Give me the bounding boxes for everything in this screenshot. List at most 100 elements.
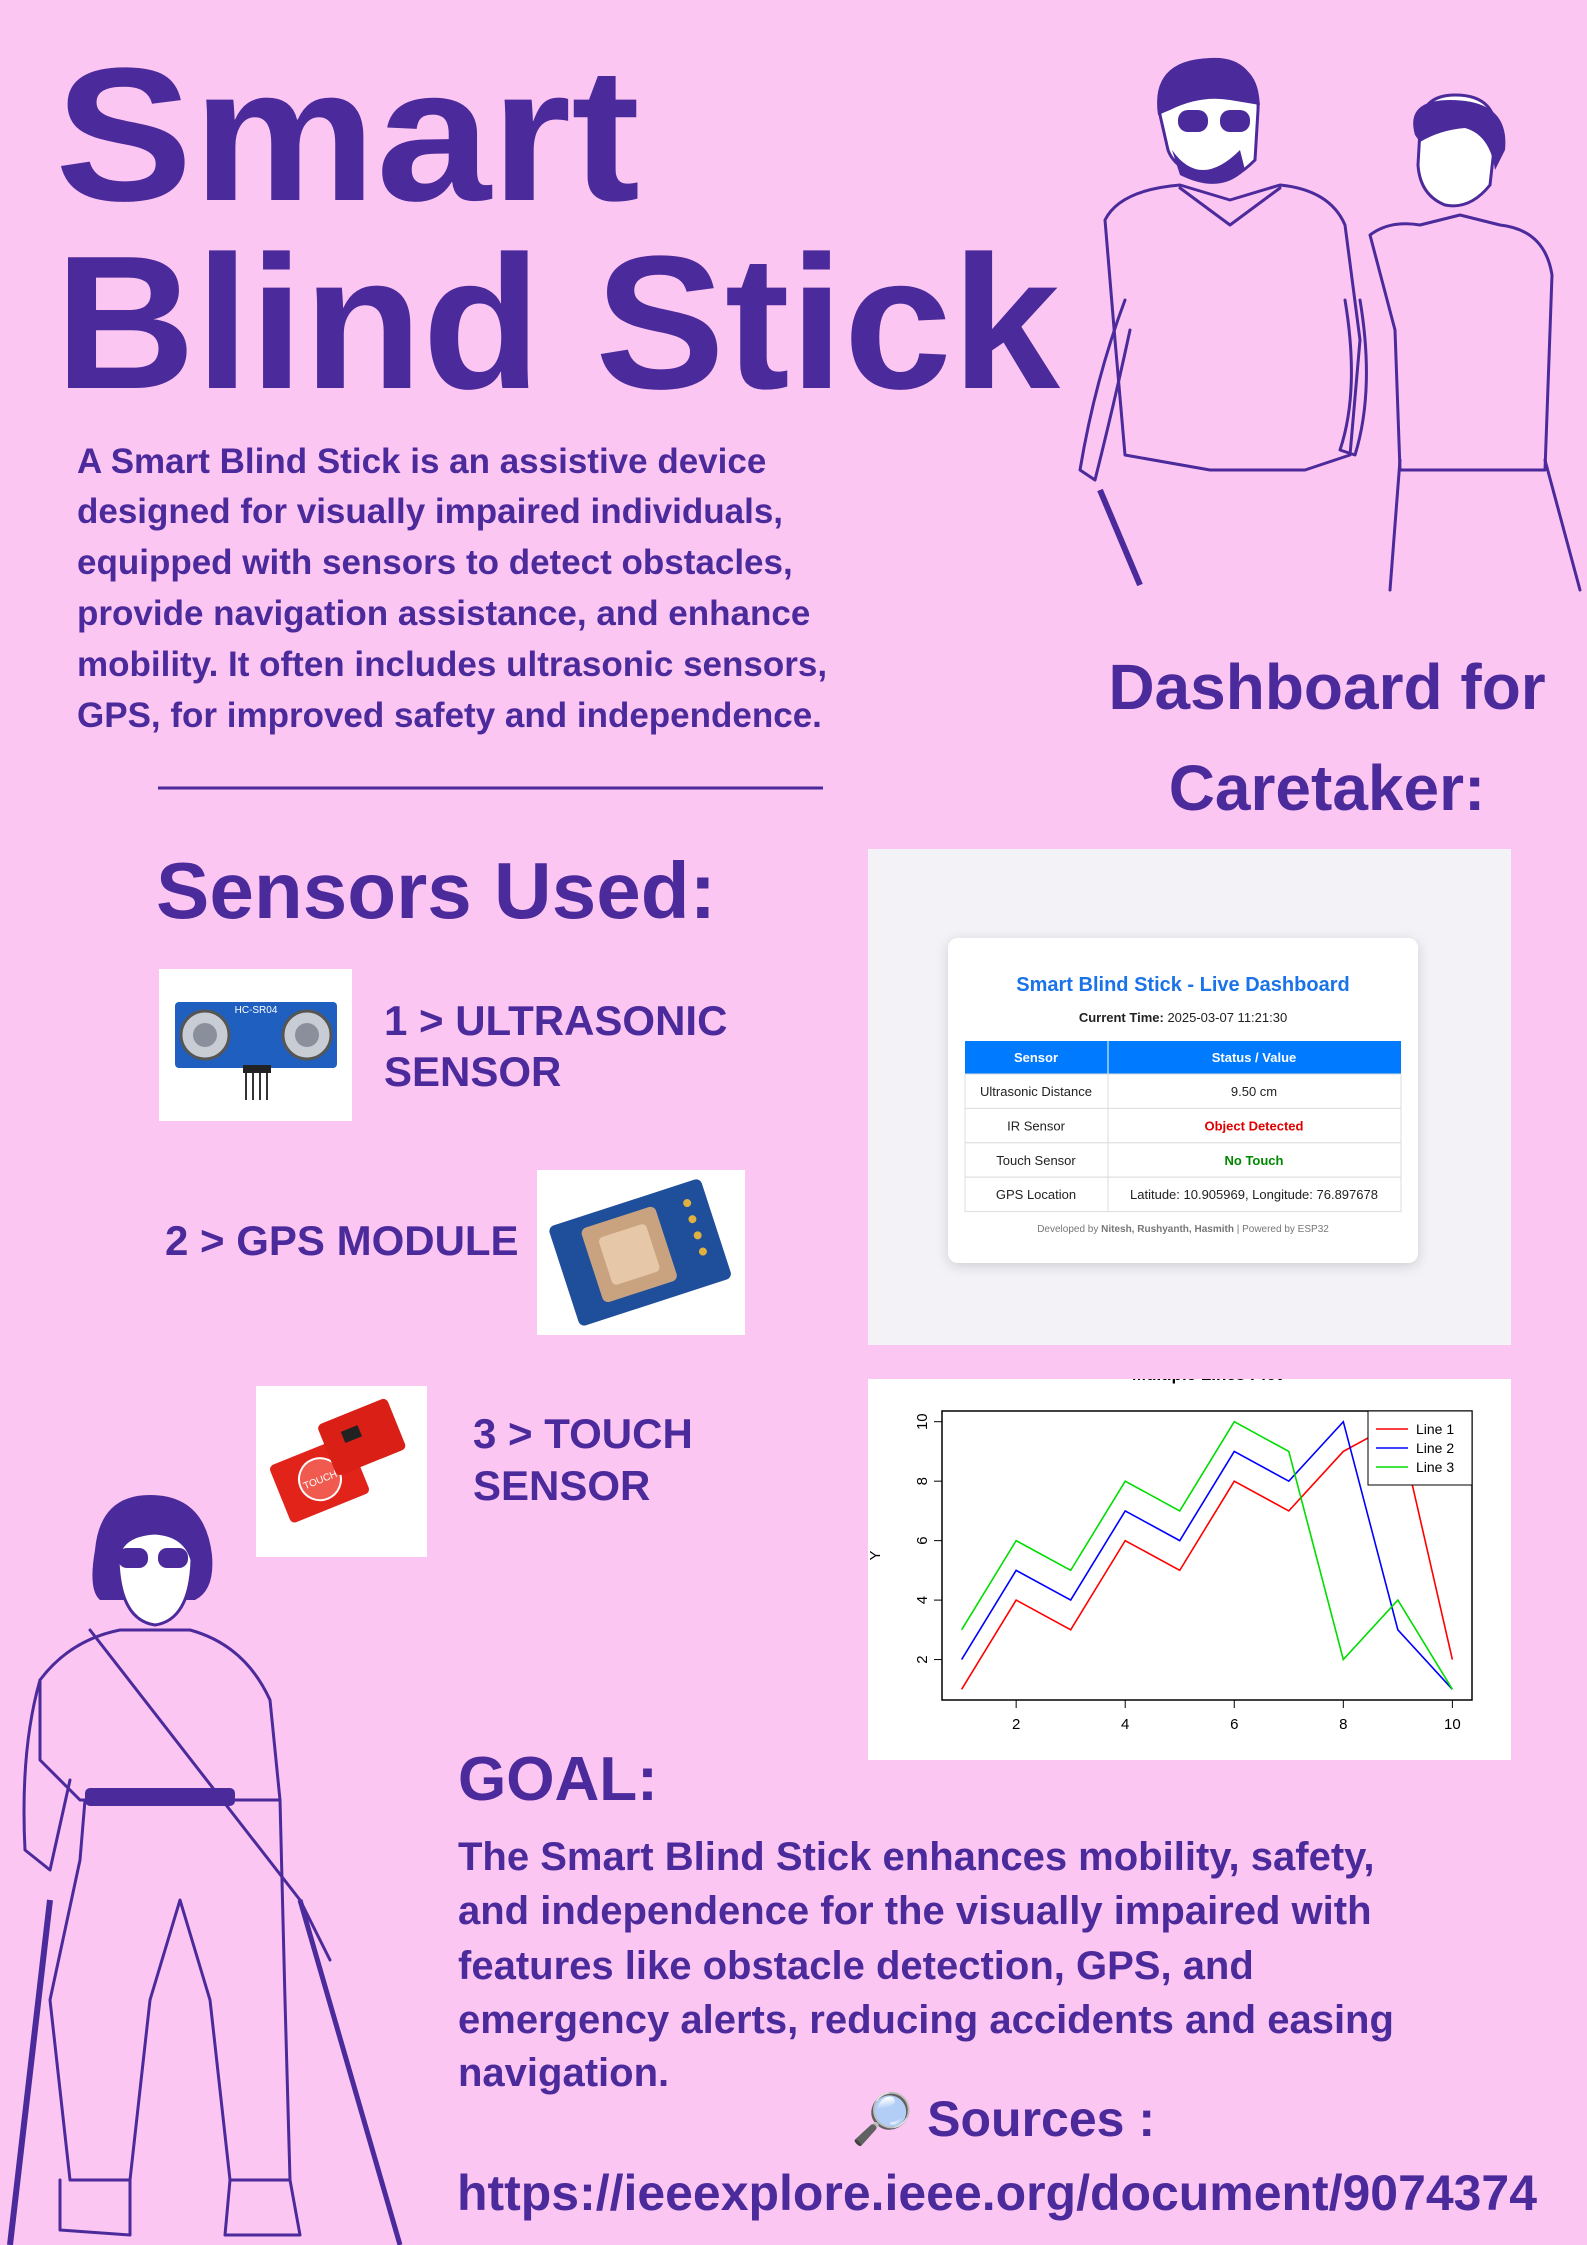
men-illustration bbox=[1078, 57, 1582, 592]
men-illustration-part bbox=[1078, 298, 1132, 482]
men-illustration-part bbox=[1178, 186, 1282, 227]
woman-illustration-part bbox=[118, 1548, 148, 1568]
goal-line: navigation. bbox=[458, 2051, 669, 2095]
table-row bbox=[964, 1073, 1402, 1109]
gps-image-part-part bbox=[698, 1247, 707, 1256]
sensors-heading: Sensors Used: bbox=[156, 846, 716, 935]
gps-image-part-part bbox=[693, 1231, 702, 1240]
table-cell: GPS Location bbox=[996, 1187, 1076, 1202]
footer-text: Developed by bbox=[1037, 1224, 1101, 1235]
touch-image-part: TOUCH bbox=[270, 1398, 406, 1523]
men-illustration-part bbox=[1097, 488, 1143, 587]
time-label: Current Time: bbox=[1079, 1010, 1164, 1025]
y-axis-label: Y bbox=[867, 1550, 884, 1560]
men-illustration-part bbox=[1172, 150, 1245, 184]
men-illustration-part bbox=[1413, 100, 1506, 170]
dashboard-heading: Caretaker: bbox=[1169, 752, 1486, 824]
sensor-label: 2 > GPS MODULE bbox=[165, 1217, 519, 1264]
table-cell: IR Sensor bbox=[1007, 1118, 1065, 1133]
line-plot: Multiple Lines Plot 2 4 6 8 10 2 4 6 8 10 X Y Line 1 L… bbox=[867, 1365, 1511, 1760]
chart-title: Multiple Lines Plot bbox=[1132, 1365, 1283, 1384]
y-tick-label: 10 bbox=[914, 1413, 931, 1430]
sensor-label: 1 > ULTRASONIC bbox=[384, 997, 727, 1044]
title-line: Blind Stick bbox=[55, 217, 1060, 429]
y-tick-label: 6 bbox=[914, 1536, 931, 1544]
goal-line: features like obstacle detection, GPS, a… bbox=[458, 1944, 1254, 1988]
description-line: designed for visually impaired individua… bbox=[77, 492, 783, 531]
goal-line: and independence for the visually impair… bbox=[458, 1889, 1372, 1933]
woman-illustration-part bbox=[108, 1505, 203, 1540]
legend-entry: Line 2 bbox=[1416, 1440, 1454, 1456]
table-cell: No Touch bbox=[1225, 1153, 1284, 1168]
title-line: Smart bbox=[55, 29, 640, 241]
x-tick-label: 10 bbox=[1444, 1716, 1461, 1733]
legend-entry: Line 3 bbox=[1416, 1459, 1454, 1475]
description-line: mobility. It often includes ultrasonic s… bbox=[77, 645, 827, 684]
description: A Smart Blind Stick is an assistive devi… bbox=[77, 442, 827, 735]
woman-illustration-part bbox=[48, 1798, 292, 2182]
y-tick-label: 4 bbox=[914, 1596, 931, 1604]
woman-illustration-part bbox=[158, 1548, 188, 1568]
table-cell: 9.50 cm bbox=[1231, 1084, 1277, 1099]
footer-names: Nitesh, Rushyanth, Hasmith bbox=[1101, 1224, 1234, 1235]
woman-illustration-part bbox=[58, 2178, 302, 2237]
legend-entry: Line 1 bbox=[1416, 1421, 1454, 1437]
ultrasonic-image: HC-SR04 bbox=[159, 969, 352, 1121]
plot-frame bbox=[941, 1410, 1473, 1701]
x-tick-label: 6 bbox=[1230, 1716, 1238, 1733]
ultrasonic-image-part bbox=[295, 1023, 319, 1047]
x-tick-label: 4 bbox=[1121, 1716, 1129, 1733]
gps-image-part bbox=[549, 1179, 731, 1326]
gps-image-part-part bbox=[688, 1215, 697, 1224]
touch-image-part-part bbox=[340, 1425, 362, 1444]
description-line: provide navigation assistance, and enhan… bbox=[77, 594, 810, 633]
woman-illustration bbox=[7, 1495, 403, 2245]
y-tick-label: 2 bbox=[914, 1655, 931, 1663]
men-illustration-part bbox=[1388, 458, 1582, 592]
woman-illustration-part bbox=[85, 1788, 235, 1806]
description-line: A Smart Blind Stick is an assistive devi… bbox=[77, 442, 766, 481]
current-time: Current Time: 2025-03-07 11:21:30 bbox=[1079, 1010, 1287, 1025]
table-header bbox=[965, 1041, 1401, 1074]
touch-image: TOUCH bbox=[256, 1386, 427, 1557]
table-cell: Latitude: 10.905969, Longitude: 76.89767… bbox=[1130, 1187, 1378, 1202]
goal-line: emergency alerts, reducing accidents and… bbox=[458, 1998, 1394, 2042]
y-tick-label: 8 bbox=[914, 1477, 931, 1485]
men-illustration-part bbox=[1338, 298, 1368, 457]
source-link[interactable]: https://ieeexplore.ieee.org/document/907… bbox=[457, 2165, 1537, 2221]
table-row bbox=[964, 1176, 1402, 1213]
dashboard-screenshot: Smart Blind Stick - Live Dashboard Curre… bbox=[868, 849, 1511, 1345]
table-body: Ultrasonic Distance 9.50 cm IR Sensor Objec… bbox=[964, 1073, 1402, 1213]
touch-image-part-part bbox=[318, 1398, 406, 1476]
table-cell: Object Detected bbox=[1205, 1118, 1304, 1133]
ultrasonic-image-part bbox=[193, 1023, 217, 1047]
woman-illustration-part bbox=[297, 1899, 403, 2245]
header-cell: Status / Value bbox=[1212, 1050, 1297, 1065]
data-line bbox=[960, 1420, 1453, 1690]
gps-image-part-part bbox=[599, 1224, 660, 1285]
table-cell: Ultrasonic Distance bbox=[980, 1084, 1092, 1099]
table-cell: Touch Sensor bbox=[996, 1153, 1076, 1168]
image-label: HC-SR04 bbox=[235, 1005, 278, 1016]
x-tick-label: 2 bbox=[1012, 1716, 1020, 1733]
goal-heading: GOAL: bbox=[458, 1745, 658, 1814]
goal-line: The Smart Blind Stick enhances mobility,… bbox=[458, 1835, 1375, 1879]
men-illustration-part bbox=[1178, 110, 1208, 132]
sensor-label: SENSOR bbox=[384, 1048, 561, 1095]
dashboard-footer: Developed by Nitesh, Rushyanth, Hasmith … bbox=[1037, 1224, 1329, 1235]
woman-illustration-part bbox=[22, 1678, 72, 1872]
footer-text: | Powered by ESP32 bbox=[1234, 1224, 1329, 1235]
men-illustration-part bbox=[1157, 57, 1260, 115]
woman-illustration-part bbox=[7, 1899, 53, 2245]
table-row bbox=[964, 1107, 1402, 1144]
time-value: 2025-03-07 11:21:30 bbox=[1167, 1010, 1287, 1025]
men-illustration-part bbox=[1220, 110, 1250, 132]
header-cell: Sensor bbox=[1014, 1050, 1058, 1065]
ultrasonic-image-part bbox=[243, 1065, 271, 1073]
gps-image bbox=[537, 1170, 745, 1335]
sensor-label: SENSOR bbox=[473, 1462, 650, 1509]
table-row bbox=[964, 1142, 1402, 1178]
